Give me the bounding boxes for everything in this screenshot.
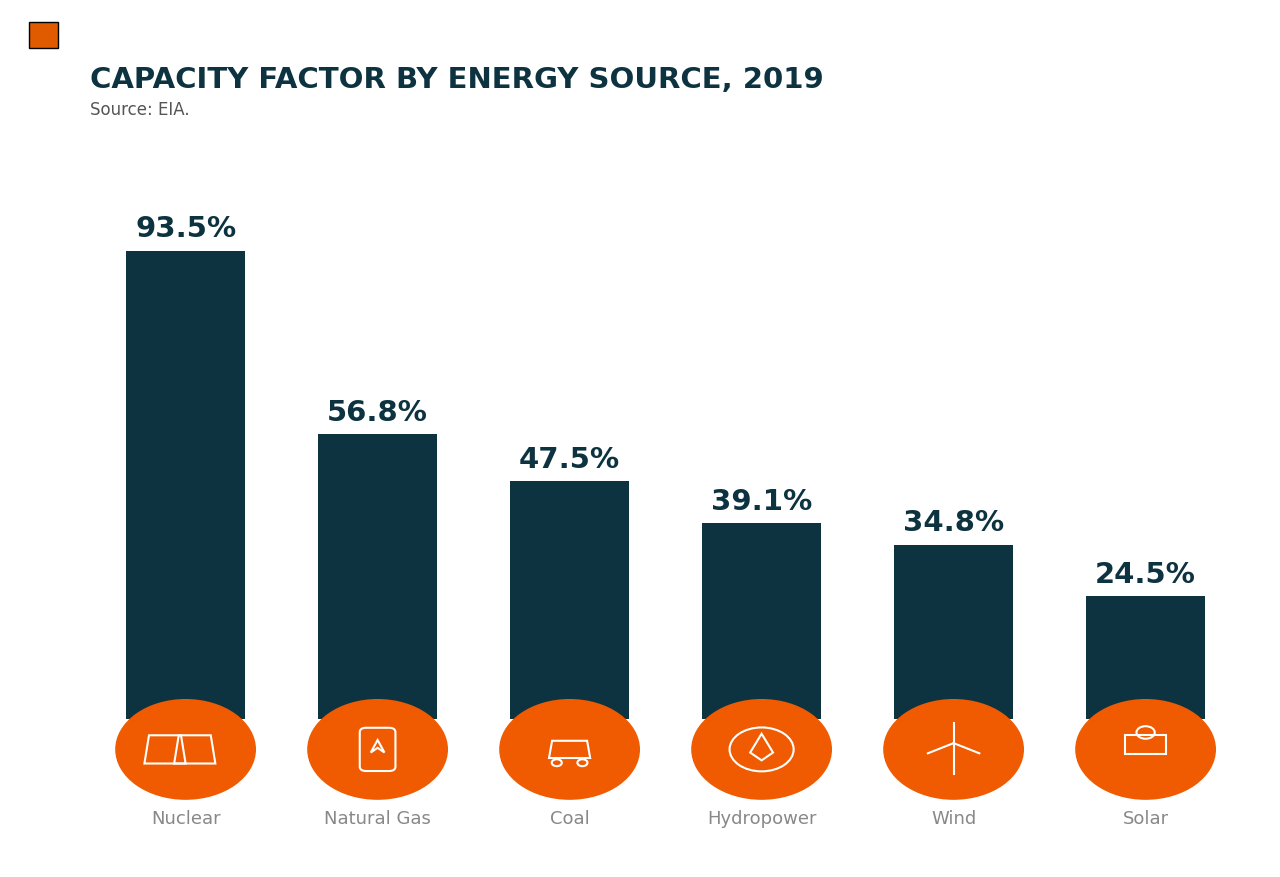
Bar [319, 434, 438, 719]
Text: Solar: Solar [1123, 810, 1169, 828]
Text: 34.8%: 34.8% [902, 510, 1005, 538]
Bar [127, 251, 246, 719]
Text: 56.8%: 56.8% [328, 399, 428, 427]
Text: Hydropower: Hydropower [707, 810, 817, 828]
Text: 47.5%: 47.5% [518, 446, 621, 474]
Text: 39.1%: 39.1% [710, 488, 813, 516]
Bar [703, 524, 822, 719]
Text: 93.5%: 93.5% [134, 215, 237, 243]
Bar [895, 545, 1014, 719]
Text: Source: EIA.: Source: EIA. [90, 101, 189, 119]
Text: Nuclear: Nuclear [151, 810, 220, 828]
Text: CAPACITY FACTOR BY ENERGY SOURCE, 2019: CAPACITY FACTOR BY ENERGY SOURCE, 2019 [90, 66, 823, 94]
Text: 24.5%: 24.5% [1096, 561, 1196, 588]
Text: Natural Gas: Natural Gas [324, 810, 431, 828]
Bar [1085, 596, 1206, 719]
Text: Coal: Coal [549, 810, 590, 828]
Bar [511, 481, 630, 719]
Text: Wind: Wind [931, 810, 977, 828]
